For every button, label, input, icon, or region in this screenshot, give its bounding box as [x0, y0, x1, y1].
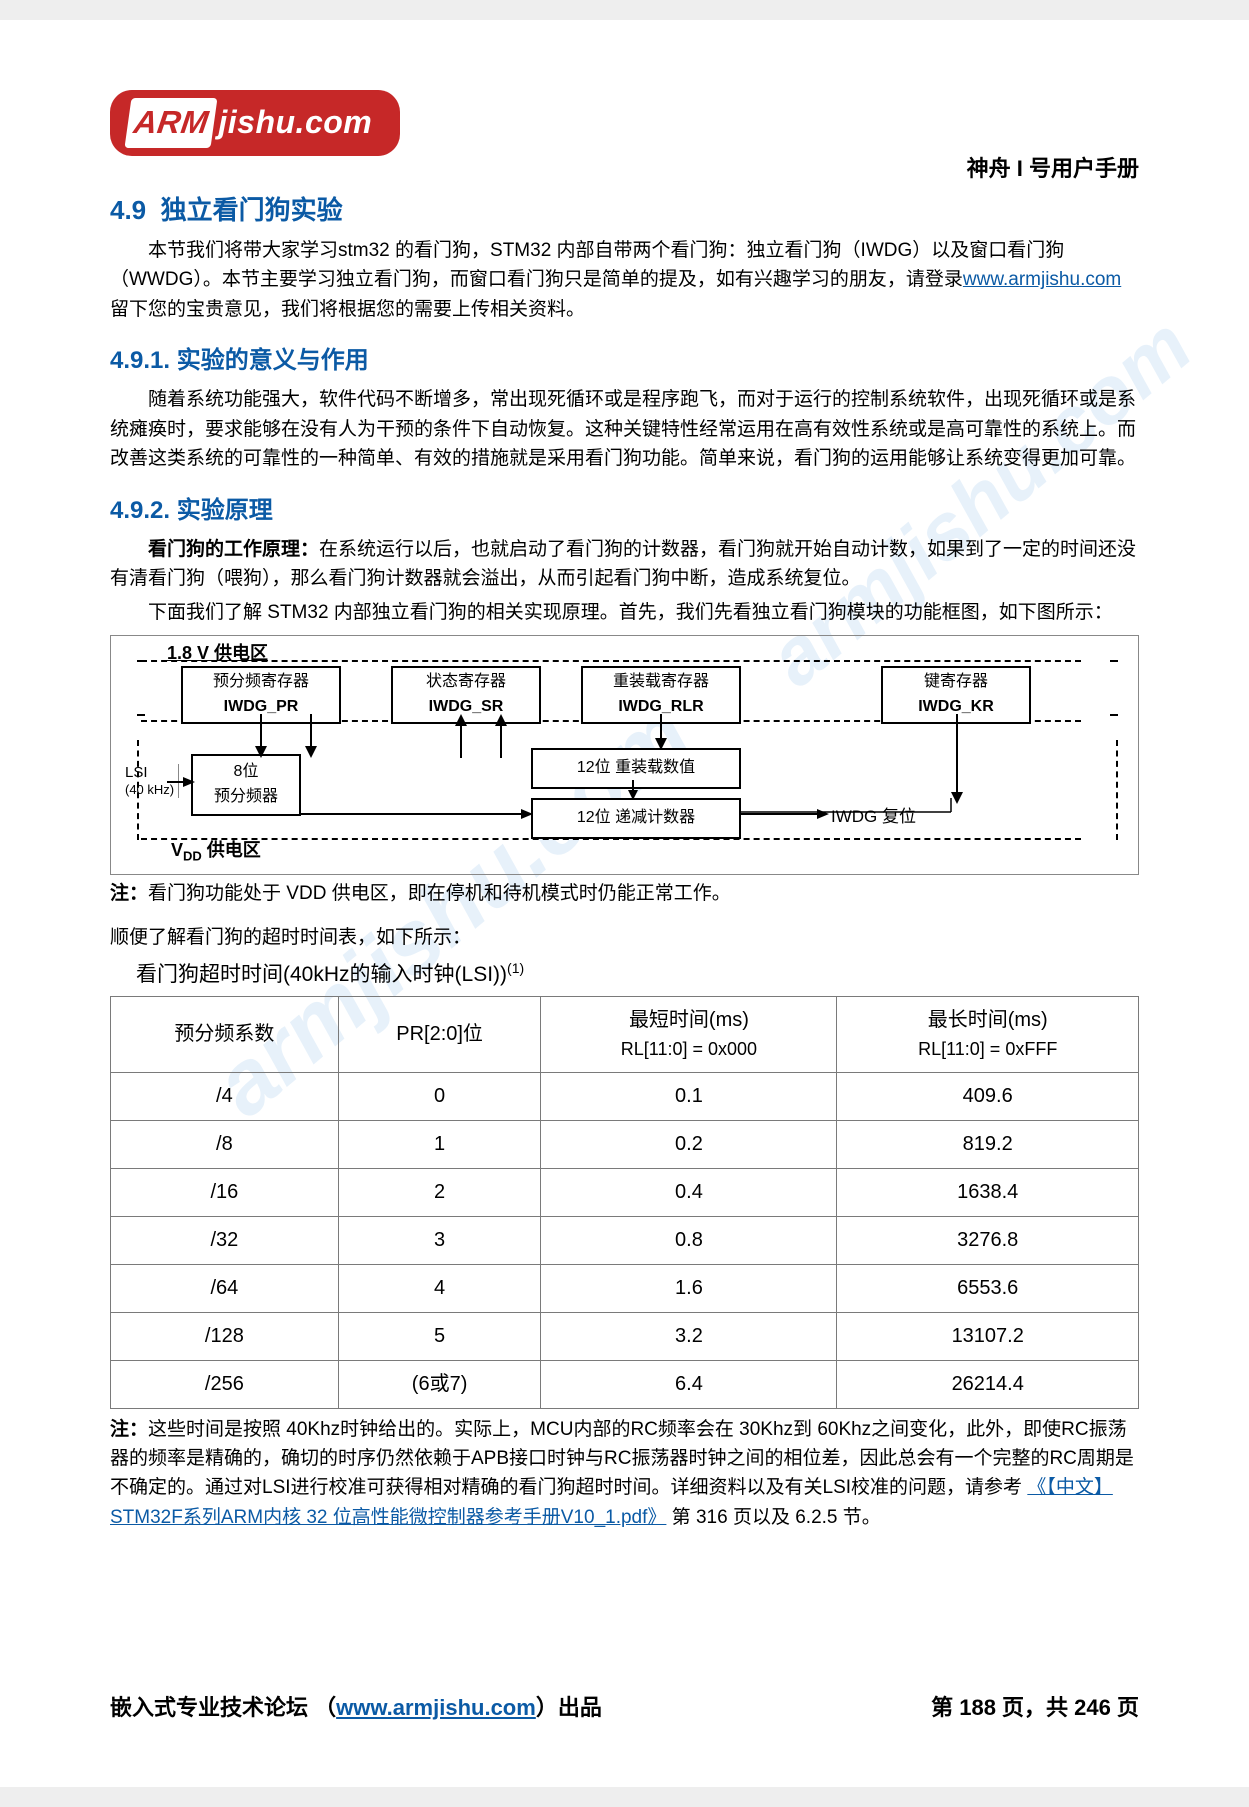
table-cell: /32	[111, 1216, 339, 1264]
vdd-supply-label: VDD 供电区	[171, 837, 261, 867]
table-cell: /8	[111, 1120, 339, 1168]
intro-paragraph: 本节我们将带大家学习stm32 的看门狗，STM32 内部自带两个看门狗：独立看…	[110, 236, 1139, 324]
table-cell: 3	[338, 1216, 541, 1264]
table-cell: 4	[338, 1264, 541, 1312]
timeout-note: 注：这些时间是按照 40Khz时钟给出的。实际上，MCU内部的RC频率会在 30…	[110, 1415, 1139, 1533]
section-4-9-heading: 4.9 独立看门狗实验	[110, 190, 1139, 230]
table-cell: 2	[338, 1168, 541, 1216]
table-cell: 1	[338, 1120, 541, 1168]
table-cell: 6553.6	[837, 1264, 1139, 1312]
table-row: /12853.213107.2	[111, 1312, 1139, 1360]
table-cell: 0.4	[541, 1168, 837, 1216]
table-row: /256(6或7)6.426214.4	[111, 1360, 1139, 1408]
diagram-note: 注：看门狗功能处于 VDD 供电区，即在停机和待机模式时仍能正常工作。	[110, 879, 1139, 908]
timeout-table-title: 看门狗超时时间(40kHz的输入时钟(LSI))(1)	[136, 958, 1139, 992]
table-cell: 0.2	[541, 1120, 837, 1168]
principle-para: 看门狗的工作原理：在系统运行以后，也就启动了看门狗的计数器，看门狗就开始自动计数…	[110, 535, 1139, 594]
doc-title: 神舟 I 号用户手册	[110, 152, 1139, 186]
table-row: /3230.83276.8	[111, 1216, 1139, 1264]
table-cell: /256	[111, 1360, 339, 1408]
logo-arm: ARM	[125, 98, 218, 148]
table-cell: /128	[111, 1312, 339, 1360]
th-prescaler: 预分频系数	[111, 996, 339, 1072]
table-cell: 6.4	[541, 1360, 837, 1408]
table-cell: 0.1	[541, 1072, 837, 1120]
table-cell: 1638.4	[837, 1168, 1139, 1216]
th-pr-bits: PR[2:0]位	[338, 996, 541, 1072]
section-4-9-1-text: 随着系统功能强大，软件代码不断增多，常出现死循环或是程序跑飞，而对于运行的控制系…	[110, 385, 1139, 473]
table-cell: 3276.8	[837, 1216, 1139, 1264]
footer-link[interactable]: www.armjishu.com	[336, 1695, 536, 1720]
table-row: /1620.41638.4	[111, 1168, 1139, 1216]
page-number: 第 188 页，共 246 页	[931, 1691, 1139, 1725]
table-cell: 819.2	[837, 1120, 1139, 1168]
logo-rest: jishu.com	[218, 104, 372, 140]
table-cell: 26214.4	[837, 1360, 1139, 1408]
table-row: /810.2819.2	[111, 1120, 1139, 1168]
table-cell: 409.6	[837, 1072, 1139, 1120]
site-link[interactable]: www.armjishu.com	[963, 269, 1121, 290]
iwdg-block-diagram: 1.8 V 供电区 预分频寄存器IWDG_PR 状态寄存器IWDG_SR 重装载…	[110, 635, 1139, 875]
th-max-time: 最长时间(ms)RL[11:0] = 0xFFF	[837, 996, 1139, 1072]
logo: ARMjishu.com	[110, 90, 1139, 156]
table-cell: /4	[111, 1072, 339, 1120]
principle-para-2: 下面我们了解 STM32 内部独立看门狗的相关实现原理。首先，我们先看独立看门狗…	[110, 598, 1139, 627]
table-cell: 0	[338, 1072, 541, 1120]
table-row: /400.1409.6	[111, 1072, 1139, 1120]
table-cell: 13107.2	[837, 1312, 1139, 1360]
section-4-9-1-heading: 4.9.1. 实验的意义与作用	[110, 342, 1139, 379]
page-footer: 嵌入式专业技术论坛 （www.armjishu.com）出品 第 188 页，共…	[110, 1691, 1139, 1725]
timeout-table: 预分频系数 PR[2:0]位 最短时间(ms)RL[11:0] = 0x000 …	[110, 996, 1139, 1409]
table-cell: /16	[111, 1168, 339, 1216]
table-cell: 0.8	[541, 1216, 837, 1264]
section-4-9-2-heading: 4.9.2. 实验原理	[110, 492, 1139, 529]
th-min-time: 最短时间(ms)RL[11:0] = 0x000	[541, 996, 837, 1072]
table-cell: /64	[111, 1264, 339, 1312]
table-cell: 3.2	[541, 1312, 837, 1360]
table-row: /6441.66553.6	[111, 1264, 1139, 1312]
table-cell: (6或7)	[338, 1360, 541, 1408]
table-cell: 1.6	[541, 1264, 837, 1312]
table-cell: 5	[338, 1312, 541, 1360]
timeout-intro: 顺便了解看门狗的超时时间表，如下所示：	[110, 923, 1139, 952]
